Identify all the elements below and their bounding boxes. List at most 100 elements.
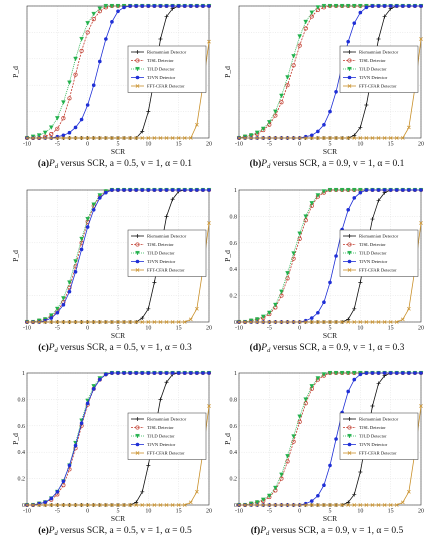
cross-marker [116, 320, 120, 324]
plus-marker [152, 280, 157, 285]
cross-marker [91, 136, 96, 140]
plus-marker [170, 197, 175, 202]
cross-marker [182, 136, 187, 140]
cross-marker [322, 320, 326, 324]
triangle-marker [248, 133, 254, 138]
triangle-marker [135, 251, 140, 256]
cross-marker [340, 320, 344, 324]
star-marker [128, 4, 132, 8]
cross-marker [128, 320, 132, 324]
star-marker [122, 188, 126, 192]
cross-marker [237, 320, 241, 324]
cross-marker [334, 136, 338, 140]
star-marker [347, 259, 352, 264]
cross-marker [394, 503, 399, 507]
legend-label: FFT-CFAR Detector [147, 84, 185, 89]
plus-marker [358, 280, 363, 285]
panel-caption: (c)Pd versus SCR, a = 0.5, v = 1, α = 0.… [38, 342, 192, 354]
star-marker [91, 387, 96, 391]
star-marker [140, 4, 145, 8]
cross-marker [140, 503, 145, 507]
star-marker [195, 371, 199, 375]
triangle-marker [333, 4, 339, 9]
plus-marker [358, 125, 363, 130]
triangle-marker [303, 397, 309, 402]
star-marker [334, 90, 338, 94]
cross-marker [243, 503, 247, 507]
star-marker [201, 188, 205, 192]
star-marker [413, 371, 417, 375]
cross-marker [85, 320, 90, 324]
triangle-marker [267, 310, 272, 316]
triangle-marker [267, 120, 272, 125]
triangle-marker [91, 384, 97, 389]
circle-marker [279, 100, 284, 105]
triangle-marker [285, 454, 290, 459]
triangle-marker [315, 376, 321, 381]
star-marker [195, 4, 199, 8]
cross-marker [128, 503, 132, 507]
circle-marker [135, 425, 140, 430]
cross-marker [140, 136, 145, 140]
cross-marker [85, 503, 90, 507]
triangle-marker [333, 371, 339, 376]
cross-marker [61, 136, 66, 140]
x-tick-label: 5 [117, 326, 120, 332]
star-marker [176, 188, 181, 192]
x-tick-label: -5 [55, 509, 60, 515]
cross-marker [364, 320, 369, 324]
star-marker [135, 259, 140, 264]
plus-marker [347, 50, 352, 54]
plus-marker [135, 50, 140, 54]
star-marker [201, 371, 205, 375]
plus-marker [370, 217, 375, 222]
cross-marker [146, 503, 151, 507]
circle-marker [61, 116, 66, 121]
x-tick-label: -10 [23, 509, 31, 515]
cross-marker [267, 503, 272, 507]
plus-marker [146, 306, 151, 311]
star-marker [67, 130, 72, 135]
cross-marker [316, 136, 320, 140]
chart-panel: -10 -5 0 5 10 15 20 0 0.2 0.4 0.6 0.8 1 SCR P_d Riemann… [223, 187, 424, 354]
triangle-marker [91, 11, 97, 17]
cross-marker [407, 125, 411, 130]
cross-marker [146, 320, 151, 324]
plus-marker [370, 404, 375, 408]
x-tick-label: 20 [206, 326, 212, 332]
triangle-marker [79, 37, 84, 42]
circle-marker [49, 131, 54, 137]
star-marker [376, 188, 381, 192]
triangle-marker [55, 116, 60, 121]
cross-marker [309, 503, 314, 507]
circle-marker [85, 30, 90, 35]
triangle-marker [339, 371, 345, 376]
cross-marker [382, 503, 387, 507]
triangle-marker [333, 188, 339, 193]
x-tick-label: 0 [298, 326, 301, 332]
triangle-marker [309, 384, 315, 389]
y-axis-label: P_d [11, 250, 20, 262]
x-tick-label: 10 [357, 142, 363, 148]
cross-marker [273, 320, 278, 324]
cross-marker [104, 136, 108, 140]
star-marker [135, 75, 140, 80]
x-axis-label: SCR [111, 147, 125, 156]
legend-label: FFT-CFAR Detector [359, 84, 397, 89]
cross-marker [31, 136, 35, 140]
circle-marker [135, 58, 140, 63]
cross-marker [261, 136, 266, 140]
star-marker [370, 4, 375, 8]
cross-marker [207, 221, 211, 225]
circle-marker [291, 63, 296, 68]
triangle-marker [345, 371, 351, 376]
triangle-marker [91, 202, 97, 207]
star-marker [85, 225, 90, 229]
legend-label: TJLD Detector [359, 67, 387, 72]
cross-marker [419, 37, 423, 41]
star-marker [322, 483, 326, 488]
legend-label: TJVN Detector [147, 75, 176, 80]
triangle-marker [97, 193, 103, 198]
circle-marker [79, 48, 84, 53]
star-marker [370, 371, 375, 375]
